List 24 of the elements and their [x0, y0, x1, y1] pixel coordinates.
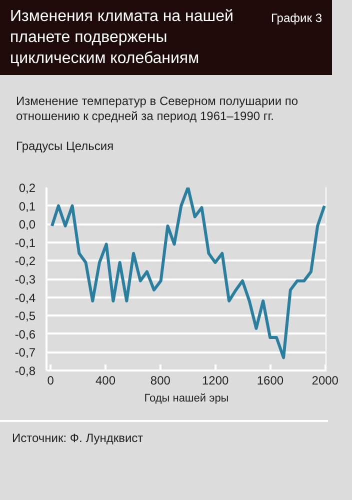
x-tick-label: 0 [47, 374, 54, 388]
text: Источник: Ф. Лундквист [0, 420, 328, 456]
y-tick-label: -0,3 [14, 272, 36, 286]
y-tick-label: 0,0 [18, 218, 36, 232]
y-tick-label: -0,7 [14, 346, 36, 360]
x-tick-label: 2000 [312, 374, 339, 388]
x-tick-label: 1200 [202, 374, 229, 388]
y-tick-label: -0,6 [14, 327, 36, 342]
y-tick-label: -0,4 [14, 290, 36, 305]
line-series [50, 188, 326, 360]
x-axis-title: Годы нашей эры [144, 392, 229, 404]
y-tick-label: -0,1 [14, 236, 36, 250]
y-tick-label: 0,1 [18, 199, 36, 214]
text: График 3 [270, 10, 322, 27]
y-axis-title: Градусы Цельсия [15, 138, 115, 155]
chart-subtitle: Изменение температур в Северном полушарии по отношению к средней за период 1961–1990 гг. [15, 93, 300, 124]
x-tick-label: 400 [96, 374, 116, 388]
y-tick-label: -0,8 [14, 364, 36, 378]
y-tick-label: -0,5 [14, 309, 36, 324]
x-tick-label: 800 [150, 374, 171, 388]
chart-title: Изменения климата на нашей планете подвержены циклическим колебаниям [10, 7, 234, 69]
x-tick-label: 1600 [256, 374, 284, 388]
y-tick-label: -0,2 [14, 254, 36, 268]
y-tick-label: 0,2 [18, 181, 36, 195]
